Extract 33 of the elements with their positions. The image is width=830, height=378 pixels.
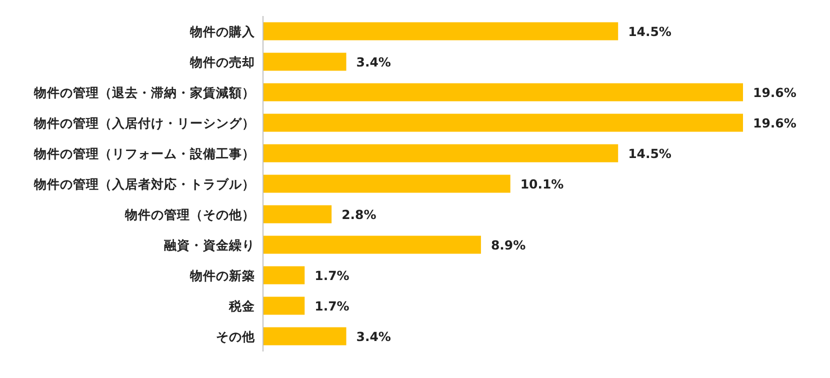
y-tick-label: 物件の購入: [189, 24, 256, 39]
bar: [263, 266, 305, 284]
y-tick-label: 物件の新築: [189, 268, 255, 283]
bar: [263, 83, 743, 102]
bar: [263, 144, 618, 162]
y-tick-label: 物件の管理（リフォーム・設備工事）: [33, 146, 255, 161]
data-label: 8.9%: [490, 237, 526, 252]
bar: [263, 174, 510, 193]
bar: [263, 327, 346, 346]
y-tick-label: 物件の管理（退去・滞納・家賃減額）: [33, 84, 255, 100]
y-tick-label: 物件の管理（入居者対応・トラブル）: [33, 176, 255, 192]
bar: [263, 52, 346, 71]
data-label: 2.8%: [342, 206, 377, 222]
y-tick-label: 税金: [228, 298, 255, 314]
data-label: 3.4%: [356, 54, 392, 70]
y-tick-label: その他: [216, 328, 256, 344]
bar: [263, 114, 743, 132]
data-label: 3.4%: [356, 328, 392, 344]
data-label: 1.7%: [314, 298, 350, 314]
y-tick-label: 融資・資金繰り: [164, 237, 255, 252]
data-label: 19.6%: [753, 115, 797, 130]
bar: [263, 205, 332, 224]
data-label: 10.1%: [520, 176, 564, 192]
data-label: 19.6%: [753, 84, 797, 100]
bar: [263, 22, 618, 40]
data-label: 14.5%: [628, 24, 672, 39]
data-label: 14.5%: [628, 146, 672, 161]
y-tick-label: 物件の売却: [189, 54, 255, 70]
bar: [263, 236, 481, 254]
data-label: 1.7%: [314, 268, 350, 283]
bar: [263, 296, 305, 315]
y-tick-label: 物件の管理（入居付け・リーシング）: [33, 115, 255, 130]
y-tick-label: 物件の管理（その他）: [124, 206, 255, 222]
